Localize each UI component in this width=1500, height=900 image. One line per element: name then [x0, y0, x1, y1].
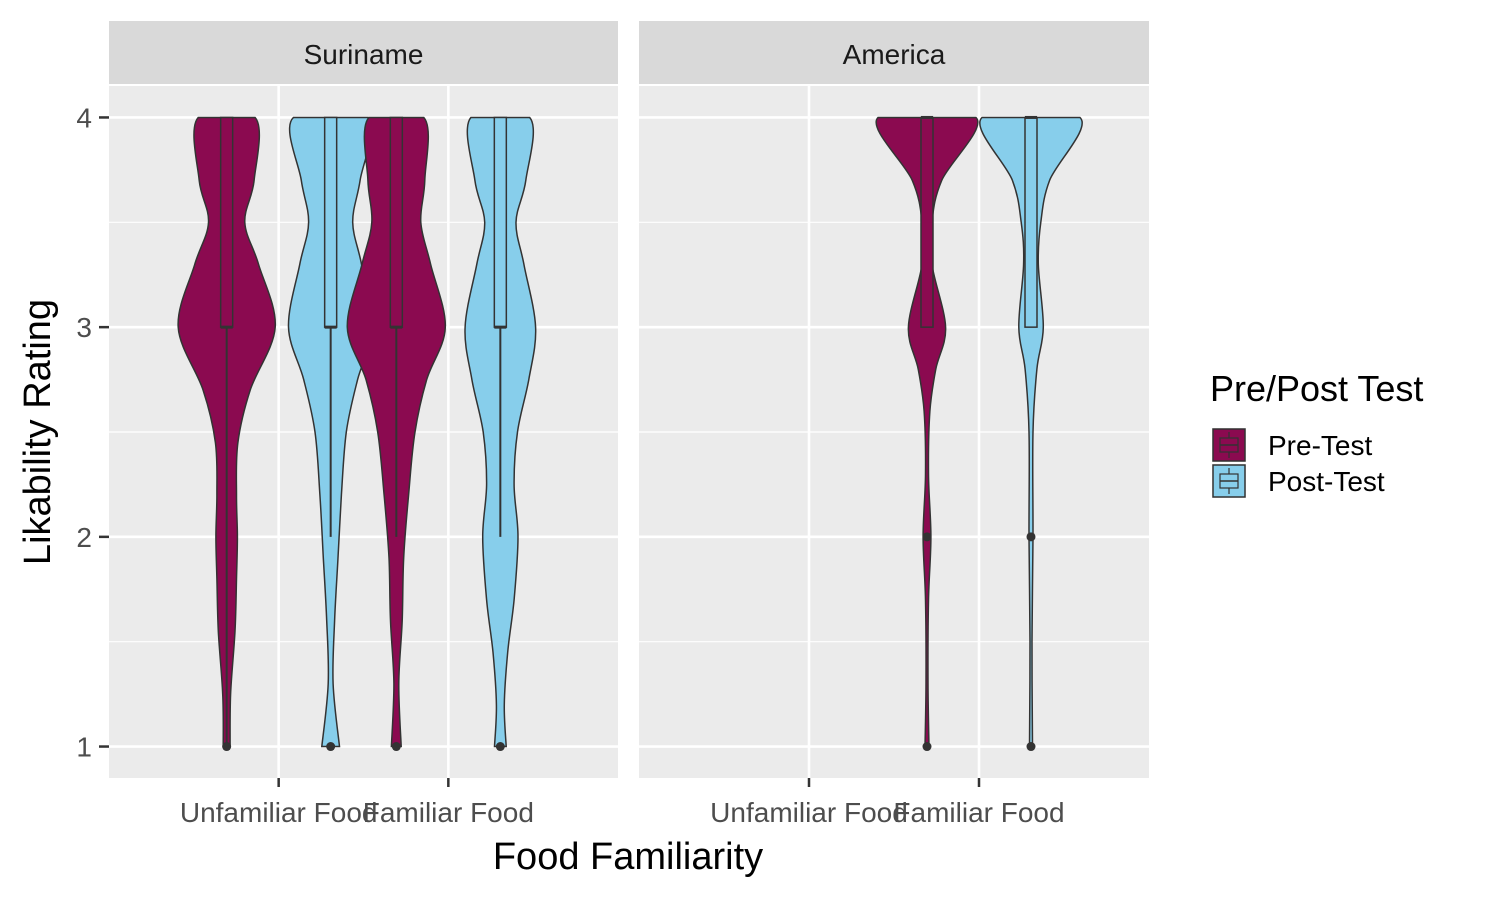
- box-outlier-point: [495, 742, 505, 752]
- violin-post-test: [979, 116, 1083, 748]
- y-axis-title: Likability Rating: [17, 299, 59, 565]
- facet-strip: [109, 21, 618, 84]
- box-iqr: [1024, 116, 1038, 328]
- box-iqr: [389, 116, 404, 328]
- legend: Pre/Post Test Pre-Test Post-Test: [1210, 368, 1423, 498]
- violin-group-post-test-familiar: [979, 115, 1083, 752]
- legend-entry-post-test: Post-Test: [1212, 464, 1385, 498]
- violin-pre-test: [875, 116, 979, 748]
- legend-label: Post-Test: [1268, 466, 1385, 497]
- x-tick-label: Unfamiliar Food: [710, 797, 908, 828]
- violin-group-pre-test-familiar: [875, 115, 979, 752]
- facet-strip-label: America: [843, 39, 946, 70]
- box-iqr: [493, 116, 508, 328]
- y-axis: 1 2 3 4: [76, 102, 109, 763]
- box-outlier-point: [922, 532, 932, 542]
- x-axis-title: Food Familiarity: [493, 836, 763, 878]
- legend-title: Pre/Post Test: [1210, 368, 1423, 409]
- legend-entry-pre-test: Pre-Test: [1212, 428, 1372, 462]
- box-outlier-point: [391, 742, 401, 752]
- y-tick-label: 2: [76, 522, 92, 553]
- box-iqr: [323, 116, 338, 328]
- facet-strip: [639, 21, 1149, 84]
- box-outlier-point: [326, 742, 336, 752]
- y-tick-label: 1: [76, 732, 92, 763]
- box-outlier-point: [222, 742, 232, 752]
- box-outlier-point: [1026, 742, 1036, 752]
- violin-group-post-test-familiar: [464, 116, 537, 752]
- x-tick-label: Unfamiliar Food: [180, 797, 378, 828]
- legend-label: Pre-Test: [1268, 430, 1372, 461]
- x-tick-label: Familiar Food: [893, 797, 1064, 828]
- box-iqr: [219, 116, 234, 328]
- violin-group-post-test-unfamiliar: [287, 116, 374, 752]
- violin-group-pre-test-unfamiliar: [177, 116, 276, 752]
- facet-strip-label: Suriname: [304, 39, 424, 70]
- box-outlier-point: [922, 742, 932, 752]
- box-outlier-point: [1026, 532, 1036, 542]
- y-tick-label: 3: [76, 312, 92, 343]
- y-tick-label: 4: [76, 102, 92, 133]
- box-iqr: [920, 116, 934, 328]
- x-tick-label: Familiar Food: [363, 797, 534, 828]
- violin-group-pre-test-familiar: [346, 116, 447, 752]
